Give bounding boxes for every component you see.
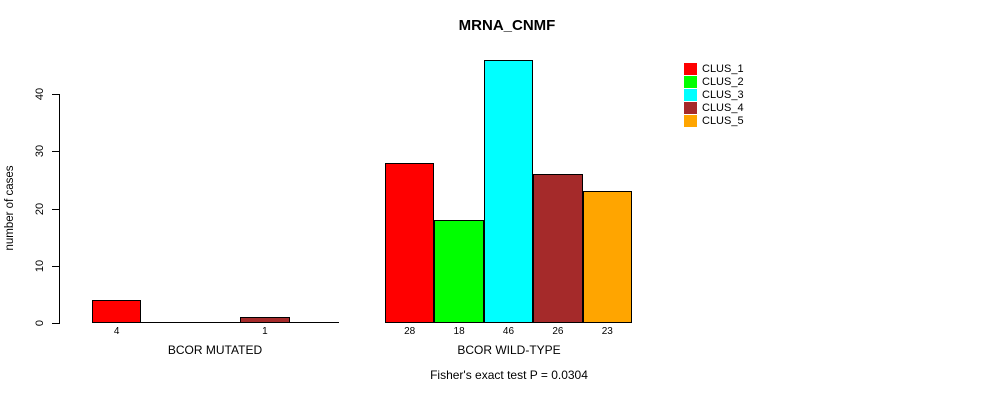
y-tick-label: 20 — [34, 202, 46, 215]
legend-item-clus-1: CLUS_1 — [684, 63, 744, 76]
legend-label-clus-3: CLUS_3 — [702, 88, 744, 101]
legend-label-clus-2: CLUS_2 — [702, 76, 744, 89]
bar-value-label: 1 — [262, 326, 268, 337]
x-group-label-bcor-wild-type: BCOR WILD-TYPE — [457, 343, 561, 357]
bar-clus_1-group-0 — [92, 300, 142, 323]
legend-swatch-clus-2 — [684, 76, 697, 89]
legend-item-clus-5: CLUS_5 — [684, 114, 744, 127]
y-tick — [52, 323, 60, 324]
bar-value-label: 18 — [453, 326, 465, 337]
bar-value-label: 46 — [502, 326, 515, 337]
y-tick-label: 30 — [34, 145, 46, 158]
bar-value-label: 4 — [113, 326, 120, 337]
legend: CLUS_1 CLUS_2 CLUS_3 CLUS_4 CLUS_5 — [684, 63, 744, 127]
x-group-label-bcor-mutated: BCOR MUTATED — [167, 343, 263, 357]
chart-title: MRNA_CNMF — [458, 17, 556, 34]
fisher-test-annotation: Fisher's exact test P = 0.0304 — [430, 368, 588, 382]
bar-value-label: 26 — [552, 326, 564, 337]
bar-clus_2-group-1 — [434, 219, 484, 323]
bar-clus_3-group-1 — [483, 59, 534, 323]
y-tick — [52, 208, 60, 210]
legend-swatch-clus-3 — [684, 88, 697, 101]
bar-value-label: 23 — [601, 326, 613, 337]
legend-label-clus-5: CLUS_5 — [702, 114, 744, 127]
legend-swatch-clus-1 — [684, 63, 697, 76]
y-tick — [52, 94, 60, 95]
legend-swatch-clus-4 — [684, 101, 697, 114]
y-tick — [52, 265, 60, 267]
legend-label-clus-1: CLUS_1 — [702, 63, 744, 76]
bar-clus_4-group-1 — [533, 174, 583, 323]
y-tick — [52, 151, 60, 153]
y-axis-title: number of cases — [4, 165, 16, 251]
bar-value-label: 28 — [404, 326, 416, 337]
y-tick-label: 0 — [34, 319, 46, 327]
x-baseline-group-0 — [92, 322, 339, 323]
y-tick-label: 10 — [34, 259, 46, 272]
bar-clus_5-group-1 — [582, 191, 632, 323]
legend-item-clus-3: CLUS_3 — [684, 88, 744, 102]
legend-label-clus-4: CLUS_4 — [702, 101, 744, 114]
legend-swatch-clus-5 — [684, 114, 697, 127]
legend-item-clus-2: CLUS_2 — [684, 76, 744, 89]
bar-clus_1-group-1 — [385, 162, 435, 323]
legend-item-clus-4: CLUS_4 — [684, 101, 744, 114]
bar-clus_4-group-0 — [240, 317, 290, 323]
y-tick-label: 40 — [34, 87, 46, 101]
